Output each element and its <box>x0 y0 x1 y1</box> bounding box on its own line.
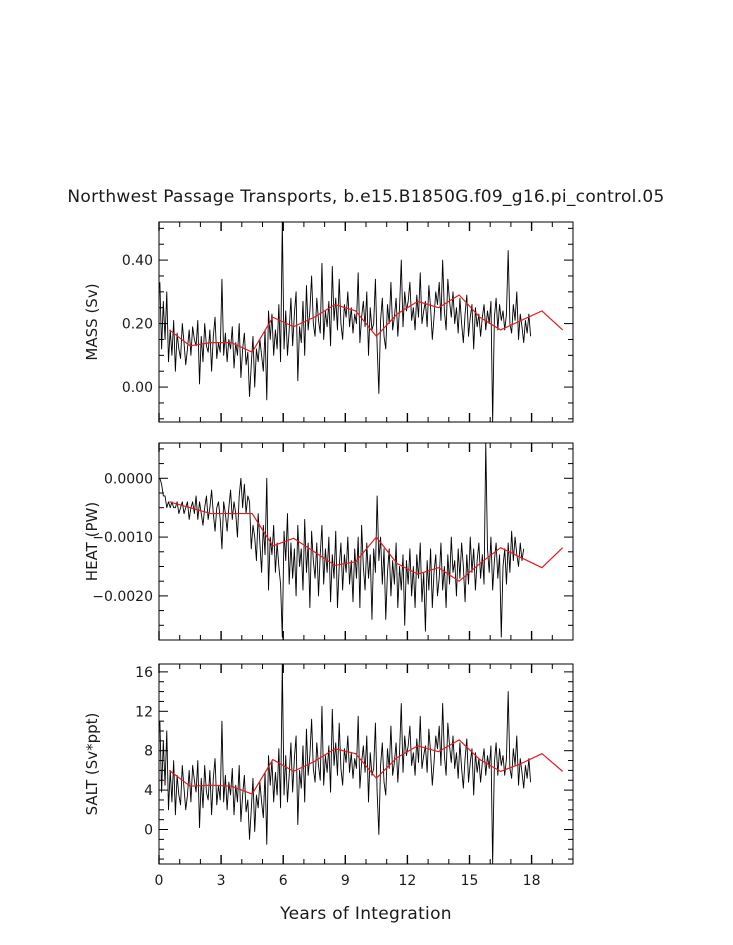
mass-y-axis-label: MASS (Sv) <box>83 283 101 360</box>
mass-monthly-series-line <box>159 222 532 422</box>
salt-y-tick-label: 12 <box>135 704 153 720</box>
salt-y-tick-label: 8 <box>144 744 153 760</box>
x-axis-label: Years of Integration <box>279 904 452 924</box>
x-tick-label: 3 <box>217 873 226 889</box>
x-tick-label: 0 <box>155 873 164 889</box>
x-tick-label: 12 <box>398 873 416 889</box>
x-tick-label: 18 <box>523 873 541 889</box>
heat-y-tick-label: −0.0020 <box>92 589 153 605</box>
salt-y-tick-label: 16 <box>135 665 153 681</box>
mass-y-tick-label: 0.40 <box>122 253 153 269</box>
salt-monthly-series-line <box>159 664 532 864</box>
salt-y-tick-label: 4 <box>144 783 153 799</box>
mass-annual-series-line <box>168 294 564 353</box>
figure-title: Northwest Passage Transports, b.e15.B185… <box>67 187 664 207</box>
heat-y-tick-label: −0.0010 <box>92 530 153 546</box>
heat-y-tick-label: 0.0000 <box>104 471 153 487</box>
mass-y-tick-label: 0.00 <box>122 380 153 396</box>
salt-y-tick-label: 0 <box>144 823 153 839</box>
salt-annual-series-line <box>168 739 564 795</box>
mass-panel: 0.00 0.20 0.40 MASS (Sv) <box>83 221 574 423</box>
x-tick-label: 15 <box>461 873 479 889</box>
heat-y-axis-label: HEAT (PW) <box>83 502 101 581</box>
heat-annual-series-line <box>169 501 564 582</box>
salt-y-axis-label: SALT (Sv*ppt) <box>83 713 101 816</box>
mass-y-tick-label: 0.20 <box>122 317 153 333</box>
x-tick-label: 9 <box>341 873 350 889</box>
panels: 0.00 0.20 0.40 MASS (Sv) −0.0020 −0.0010 0.000… <box>83 221 574 889</box>
heat-monthly-series-line <box>159 443 525 638</box>
x-tick-label: 6 <box>279 873 288 889</box>
salt-panel: 0 4 8 12 16 SALT (Sv*ppt) 0 3 6 9 12 15 18 <box>83 663 574 889</box>
